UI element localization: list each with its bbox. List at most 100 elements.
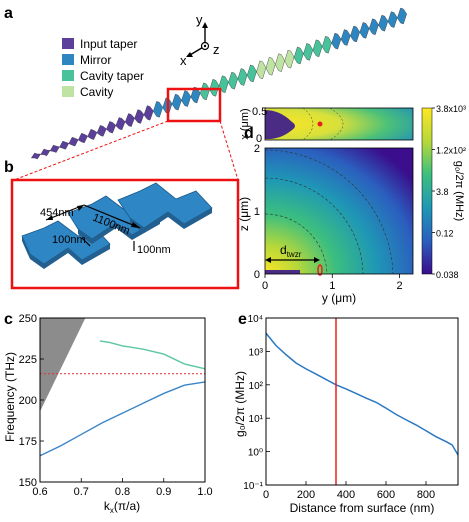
waveguide-segment bbox=[59, 140, 70, 150]
legend: Input taper Mirror Cavity taper Cavity bbox=[62, 37, 144, 99]
waveguide-segment bbox=[340, 29, 351, 46]
chart-e-xtick-label: 0 bbox=[263, 489, 269, 501]
waveguide-segment bbox=[30, 152, 42, 160]
waveguide-segment bbox=[246, 64, 257, 83]
beam-cross-section bbox=[265, 110, 295, 140]
chart-c-ylabel: Frequency (THz) bbox=[3, 352, 17, 442]
chart-e-ytick-label: 10² bbox=[249, 381, 264, 392]
dim-arrow-a1 bbox=[46, 215, 53, 220]
zoom-box bbox=[166, 87, 222, 123]
panel-b: b 454nm 1100nm 100nm 100nm bbox=[4, 159, 240, 290]
chart-c-ytick-label: 250 bbox=[19, 313, 37, 325]
chart-e-ytick-label: 10³ bbox=[249, 347, 264, 358]
nanobeam-waveguide bbox=[30, 7, 407, 160]
waveguide-segment bbox=[77, 133, 88, 144]
panel-c-label: c bbox=[4, 311, 13, 328]
dim-arrow-a2 bbox=[77, 205, 84, 211]
waveguide-segment bbox=[312, 39, 323, 58]
axes-triad: y x z bbox=[180, 12, 220, 68]
chart-e-xtick-label: 200 bbox=[297, 489, 315, 501]
chart-e-ytick-label: 10⁰ bbox=[248, 448, 263, 459]
waveguide-segment bbox=[181, 90, 192, 107]
waveguide-segment bbox=[237, 68, 248, 86]
chart-c-ytick-label: 175 bbox=[19, 436, 37, 448]
probe-marker bbox=[317, 121, 323, 127]
legend-label-0: Input taper bbox=[80, 37, 137, 51]
field-ytick-label: 2 bbox=[254, 143, 260, 155]
colorbar-label: g₀/2π (MHz) bbox=[453, 161, 465, 221]
waveguide-segment bbox=[359, 22, 370, 39]
waveguide-segment bbox=[397, 7, 407, 25]
chart-c-xtick-label: 0.8 bbox=[115, 486, 130, 498]
dtwzr-arrow-right bbox=[314, 257, 320, 263]
waveguide-segment bbox=[322, 35, 332, 54]
dim-line-c bbox=[81, 237, 91, 247]
waveguide-segment bbox=[275, 53, 285, 72]
waveguide-segment bbox=[378, 14, 389, 32]
contour-2 bbox=[264, 177, 364, 275]
waveguide-segment bbox=[87, 129, 98, 140]
field-ytick-label: 0 bbox=[254, 269, 260, 281]
chart-e-ylabel: g₀/2π (MHz) bbox=[233, 371, 247, 437]
colorbar-ticks: 3.8x10³ 1.2x10² 3.8 0.12 0.038 bbox=[432, 104, 466, 280]
waveguide-segment bbox=[115, 117, 126, 131]
dim-label-a: 454nm bbox=[40, 207, 74, 219]
field-xlabel: y (μm) bbox=[322, 291, 356, 305]
mirror-unit-cells bbox=[21, 182, 213, 269]
top-ytick-1: 0 bbox=[256, 133, 262, 145]
z-axis-label: z bbox=[213, 42, 220, 57]
panel-a: a Input taper Mirror Cavity taper Cavity y … bbox=[4, 5, 407, 181]
legend-swatch-3 bbox=[62, 86, 74, 97]
band-line-1 bbox=[99, 340, 206, 370]
z-axis-dot bbox=[203, 44, 207, 48]
field-map-axes: 0 1 2 2 1 0 bbox=[254, 143, 403, 292]
chart-c-ytick-label: 200 bbox=[19, 395, 37, 407]
y-axis-label: y bbox=[196, 12, 203, 27]
chart-c-xtick-label: 1.0 bbox=[197, 486, 212, 498]
waveguide-segment bbox=[368, 18, 379, 36]
waveguide-segment bbox=[200, 82, 210, 101]
waveguide-segment bbox=[303, 43, 314, 61]
dim-label-d: 100nm bbox=[137, 244, 171, 256]
zoom-line-left bbox=[13, 120, 169, 181]
top-map-frame bbox=[264, 107, 414, 141]
chart-e-ytick-label: 10⁴ bbox=[248, 314, 263, 325]
chart-c-xtick-label: 0.6 bbox=[32, 486, 47, 498]
colorbar-tick-label: 3.8x10³ bbox=[436, 104, 466, 114]
top-contour-2 bbox=[329, 107, 344, 141]
field-xtick-label: 0 bbox=[262, 280, 268, 292]
waveguide-segment bbox=[387, 11, 398, 28]
chart-c-xtick-label: 0.9 bbox=[156, 486, 171, 498]
contour-3 bbox=[264, 149, 394, 275]
colorbar-tick-label: 1.2x10² bbox=[436, 146, 466, 156]
particle-marker bbox=[317, 264, 323, 276]
legend-label-3: Cavity bbox=[80, 85, 113, 99]
panel-d-label: d bbox=[244, 125, 254, 142]
waveguide-segment bbox=[350, 25, 360, 43]
chart-e: 0 200 400 600 800 10⁴ 10³ 10² 10¹ 10⁰ 10⁻¹ bbox=[243, 314, 459, 501]
chart-c-ytick-label: 225 bbox=[19, 354, 37, 366]
legend-label-2: Cavity taper bbox=[80, 69, 144, 83]
field-ytick-label: 1 bbox=[254, 206, 260, 218]
waveguide-segment bbox=[293, 46, 304, 65]
chart-e-xtick-label: 800 bbox=[417, 489, 435, 501]
chart-e-xtick-label: 400 bbox=[337, 489, 355, 501]
waveguide-segment bbox=[40, 148, 51, 157]
unit-cell-1-side bbox=[22, 236, 110, 269]
chart-e-ytick-label: 10¹ bbox=[249, 414, 264, 425]
dim-arrow-b bbox=[131, 222, 140, 228]
chart-c-xlabel: kx(π/a) bbox=[104, 499, 140, 515]
coupling-curve bbox=[265, 332, 459, 456]
chart-e-ytick-label: 10⁻¹ bbox=[243, 481, 263, 492]
panel-c: c 0.6 0.7 0.8 0.9 1.0 150 175 200 225 250 Frequen… bbox=[3, 311, 213, 515]
surface-strip bbox=[265, 270, 300, 274]
x-axis-label: x bbox=[180, 53, 187, 68]
chart-c-xlabel-suffix: (π/a) bbox=[114, 499, 140, 513]
contour-1 bbox=[264, 213, 328, 275]
dtwzr-sub: twzr bbox=[287, 250, 302, 259]
panel-b-label: b bbox=[4, 159, 14, 176]
field-ylabel: z (μm) bbox=[237, 197, 251, 231]
